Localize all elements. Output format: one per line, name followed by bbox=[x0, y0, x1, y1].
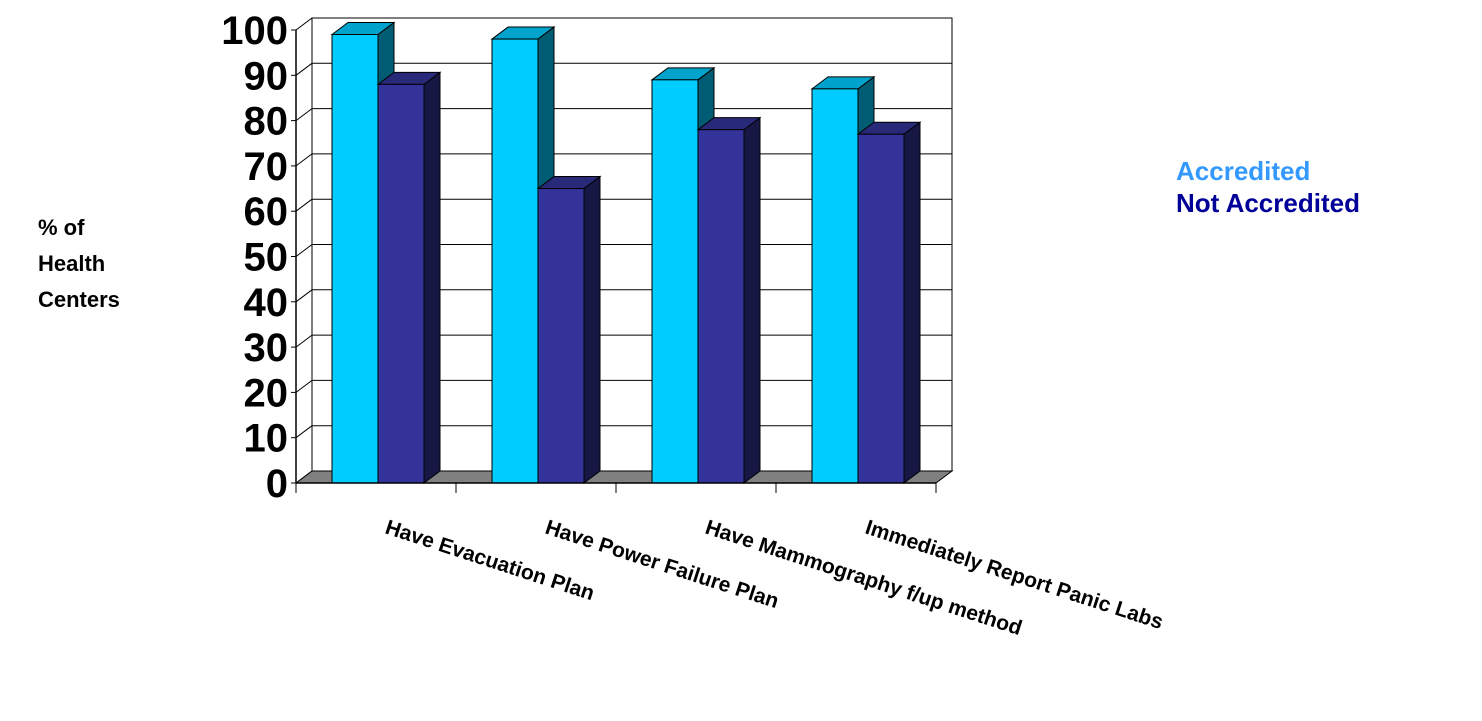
bar bbox=[651, 79, 699, 484]
gridline-depth bbox=[295, 108, 313, 121]
y-tick-label: 50 bbox=[244, 236, 289, 280]
gridline-depth bbox=[295, 425, 313, 439]
bar bbox=[331, 34, 379, 484]
y-axis-label-line: % of bbox=[38, 215, 85, 240]
y-tick-label: 0 bbox=[266, 462, 288, 506]
legend: Accredited Not Accredited bbox=[1176, 155, 1360, 219]
y-tick-label: 100 bbox=[221, 9, 288, 53]
bar bbox=[491, 38, 539, 484]
bar bbox=[697, 129, 745, 484]
gridline-depth bbox=[295, 379, 313, 393]
y-tick-label: 80 bbox=[244, 100, 289, 144]
gridline-depth bbox=[295, 17, 313, 31]
gridline-depth bbox=[295, 289, 313, 303]
bar-side bbox=[903, 121, 921, 484]
legend-item-accredited: Accredited bbox=[1176, 156, 1311, 186]
y-tick-label: 60 bbox=[244, 190, 289, 234]
gridline-depth bbox=[295, 334, 313, 348]
bar-side bbox=[743, 116, 761, 484]
axes bbox=[291, 29, 937, 493]
bar-side bbox=[583, 175, 601, 484]
bar-side bbox=[423, 71, 441, 484]
y-axis-label: % of Health Centers bbox=[38, 210, 120, 318]
y-tick-label: 10 bbox=[244, 417, 289, 461]
bar bbox=[537, 188, 585, 484]
bar bbox=[377, 83, 425, 484]
y-axis-label-line: Health bbox=[38, 251, 106, 276]
y-tick-label: 40 bbox=[244, 281, 289, 325]
gridline-depth bbox=[295, 244, 313, 257]
bar bbox=[811, 88, 859, 484]
legend-item-not-accredited: Not Accredited bbox=[1176, 188, 1360, 218]
bars bbox=[330, 21, 922, 484]
gridline-depth bbox=[295, 62, 313, 76]
y-tick-label: 20 bbox=[244, 371, 289, 415]
gridline-depth bbox=[295, 198, 313, 212]
y-tick-label: 30 bbox=[244, 326, 289, 370]
y-axis-label-line: Centers bbox=[38, 287, 120, 312]
y-tick-label: 90 bbox=[244, 54, 289, 98]
bar bbox=[857, 133, 905, 484]
gridline-depth bbox=[295, 153, 313, 167]
y-tick-label: 70 bbox=[244, 145, 289, 189]
